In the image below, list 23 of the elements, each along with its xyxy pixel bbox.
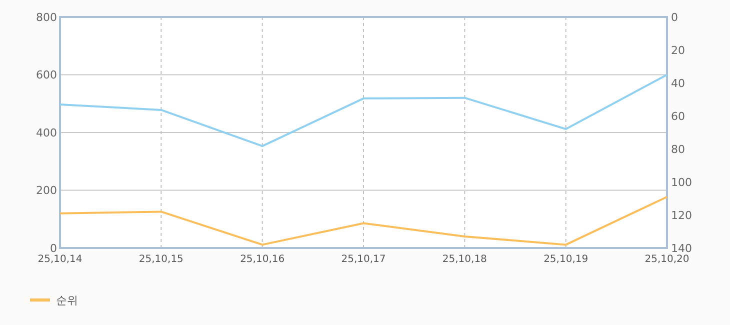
x-tick-label: 25,10,16 <box>240 254 285 265</box>
line-series <box>59 74 668 148</box>
x-tick-label: 25,10,14 <box>38 254 82 265</box>
line-series <box>59 196 668 246</box>
y2-tick-label: 20 <box>671 44 685 57</box>
y-tick-label: 400 <box>36 126 57 140</box>
x-tick-label: 25,10,19 <box>544 254 588 265</box>
x-tick-label: 25,10,18 <box>442 254 487 265</box>
y-tick-label: 0 <box>50 242 57 255</box>
x-tick-label: 25,10,15 <box>138 254 184 265</box>
legend-label: 순위 <box>56 294 78 307</box>
y-tick-label: 800 <box>36 10 57 24</box>
x-tick-label: 25,10,20 <box>644 254 690 265</box>
y2-tick-label: 120 <box>671 208 692 222</box>
y2-tick-label: 140 <box>671 242 692 255</box>
y2-tick-label: 0 <box>671 10 678 24</box>
y2-tick-label: 40 <box>671 76 685 90</box>
x-tick-label: 25,10,17 <box>341 254 386 265</box>
y-tick-label: 200 <box>36 184 57 198</box>
y2-tick-label: 60 <box>671 110 685 123</box>
y-tick-label: 600 <box>36 68 57 82</box>
y2-tick-label: 100 <box>671 176 692 189</box>
y2-tick-label: 80 <box>671 142 685 156</box>
